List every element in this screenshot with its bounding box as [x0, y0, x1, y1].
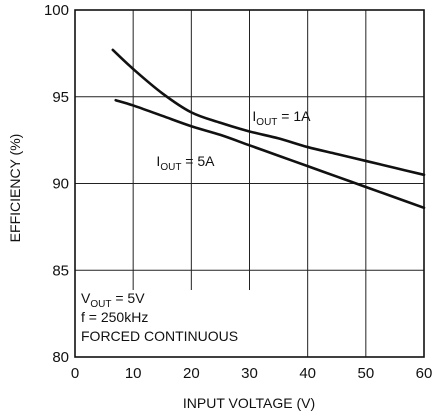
x-axis-title: INPUT VOLTAGE (V)	[183, 395, 315, 411]
series-label-1: IOUT = 1A	[252, 108, 311, 128]
x-tick-label: 40	[299, 365, 316, 382]
condition-line-1: VOUT = 5V	[81, 290, 145, 310]
plot-border	[74, 9, 425, 358]
y-tick-labels: 80 85 90 95 100	[44, 2, 69, 366]
series-label-2: IOUT = 5A	[156, 153, 215, 173]
series-group	[111, 48, 426, 210]
series-line-1	[111, 48, 426, 177]
condition-line-3: FORCED CONTINUOUS	[81, 328, 238, 344]
series-labels: IOUT = 1A IOUT = 5A	[156, 108, 311, 173]
x-tick-label: 60	[416, 365, 433, 382]
plot-frame	[74, 9, 425, 358]
x-tick-label: 20	[183, 365, 200, 382]
x-tick-label: 30	[241, 365, 258, 382]
y-tick-label: 90	[52, 176, 69, 193]
y-tick-label: 85	[52, 262, 69, 279]
y-tick-label: 80	[52, 349, 69, 366]
x-tick-label: 10	[125, 365, 142, 382]
y-tick-label: 95	[52, 89, 69, 106]
x-tick-label: 0	[71, 365, 79, 382]
x-tick-labels: 0 10 20 30 40 50 60	[71, 365, 433, 382]
x-tick-label: 50	[357, 365, 374, 382]
condition-line-2: f = 250kHz	[81, 309, 148, 325]
grid	[75, 10, 424, 357]
series-line-2	[114, 98, 426, 210]
y-axis-title: EFFICIENCY (%)	[7, 134, 23, 243]
y-tick-label: 100	[44, 2, 69, 19]
conditions-block: VOUT = 5Vf = 250kHz FORCED CONTINUOUS	[81, 290, 238, 344]
